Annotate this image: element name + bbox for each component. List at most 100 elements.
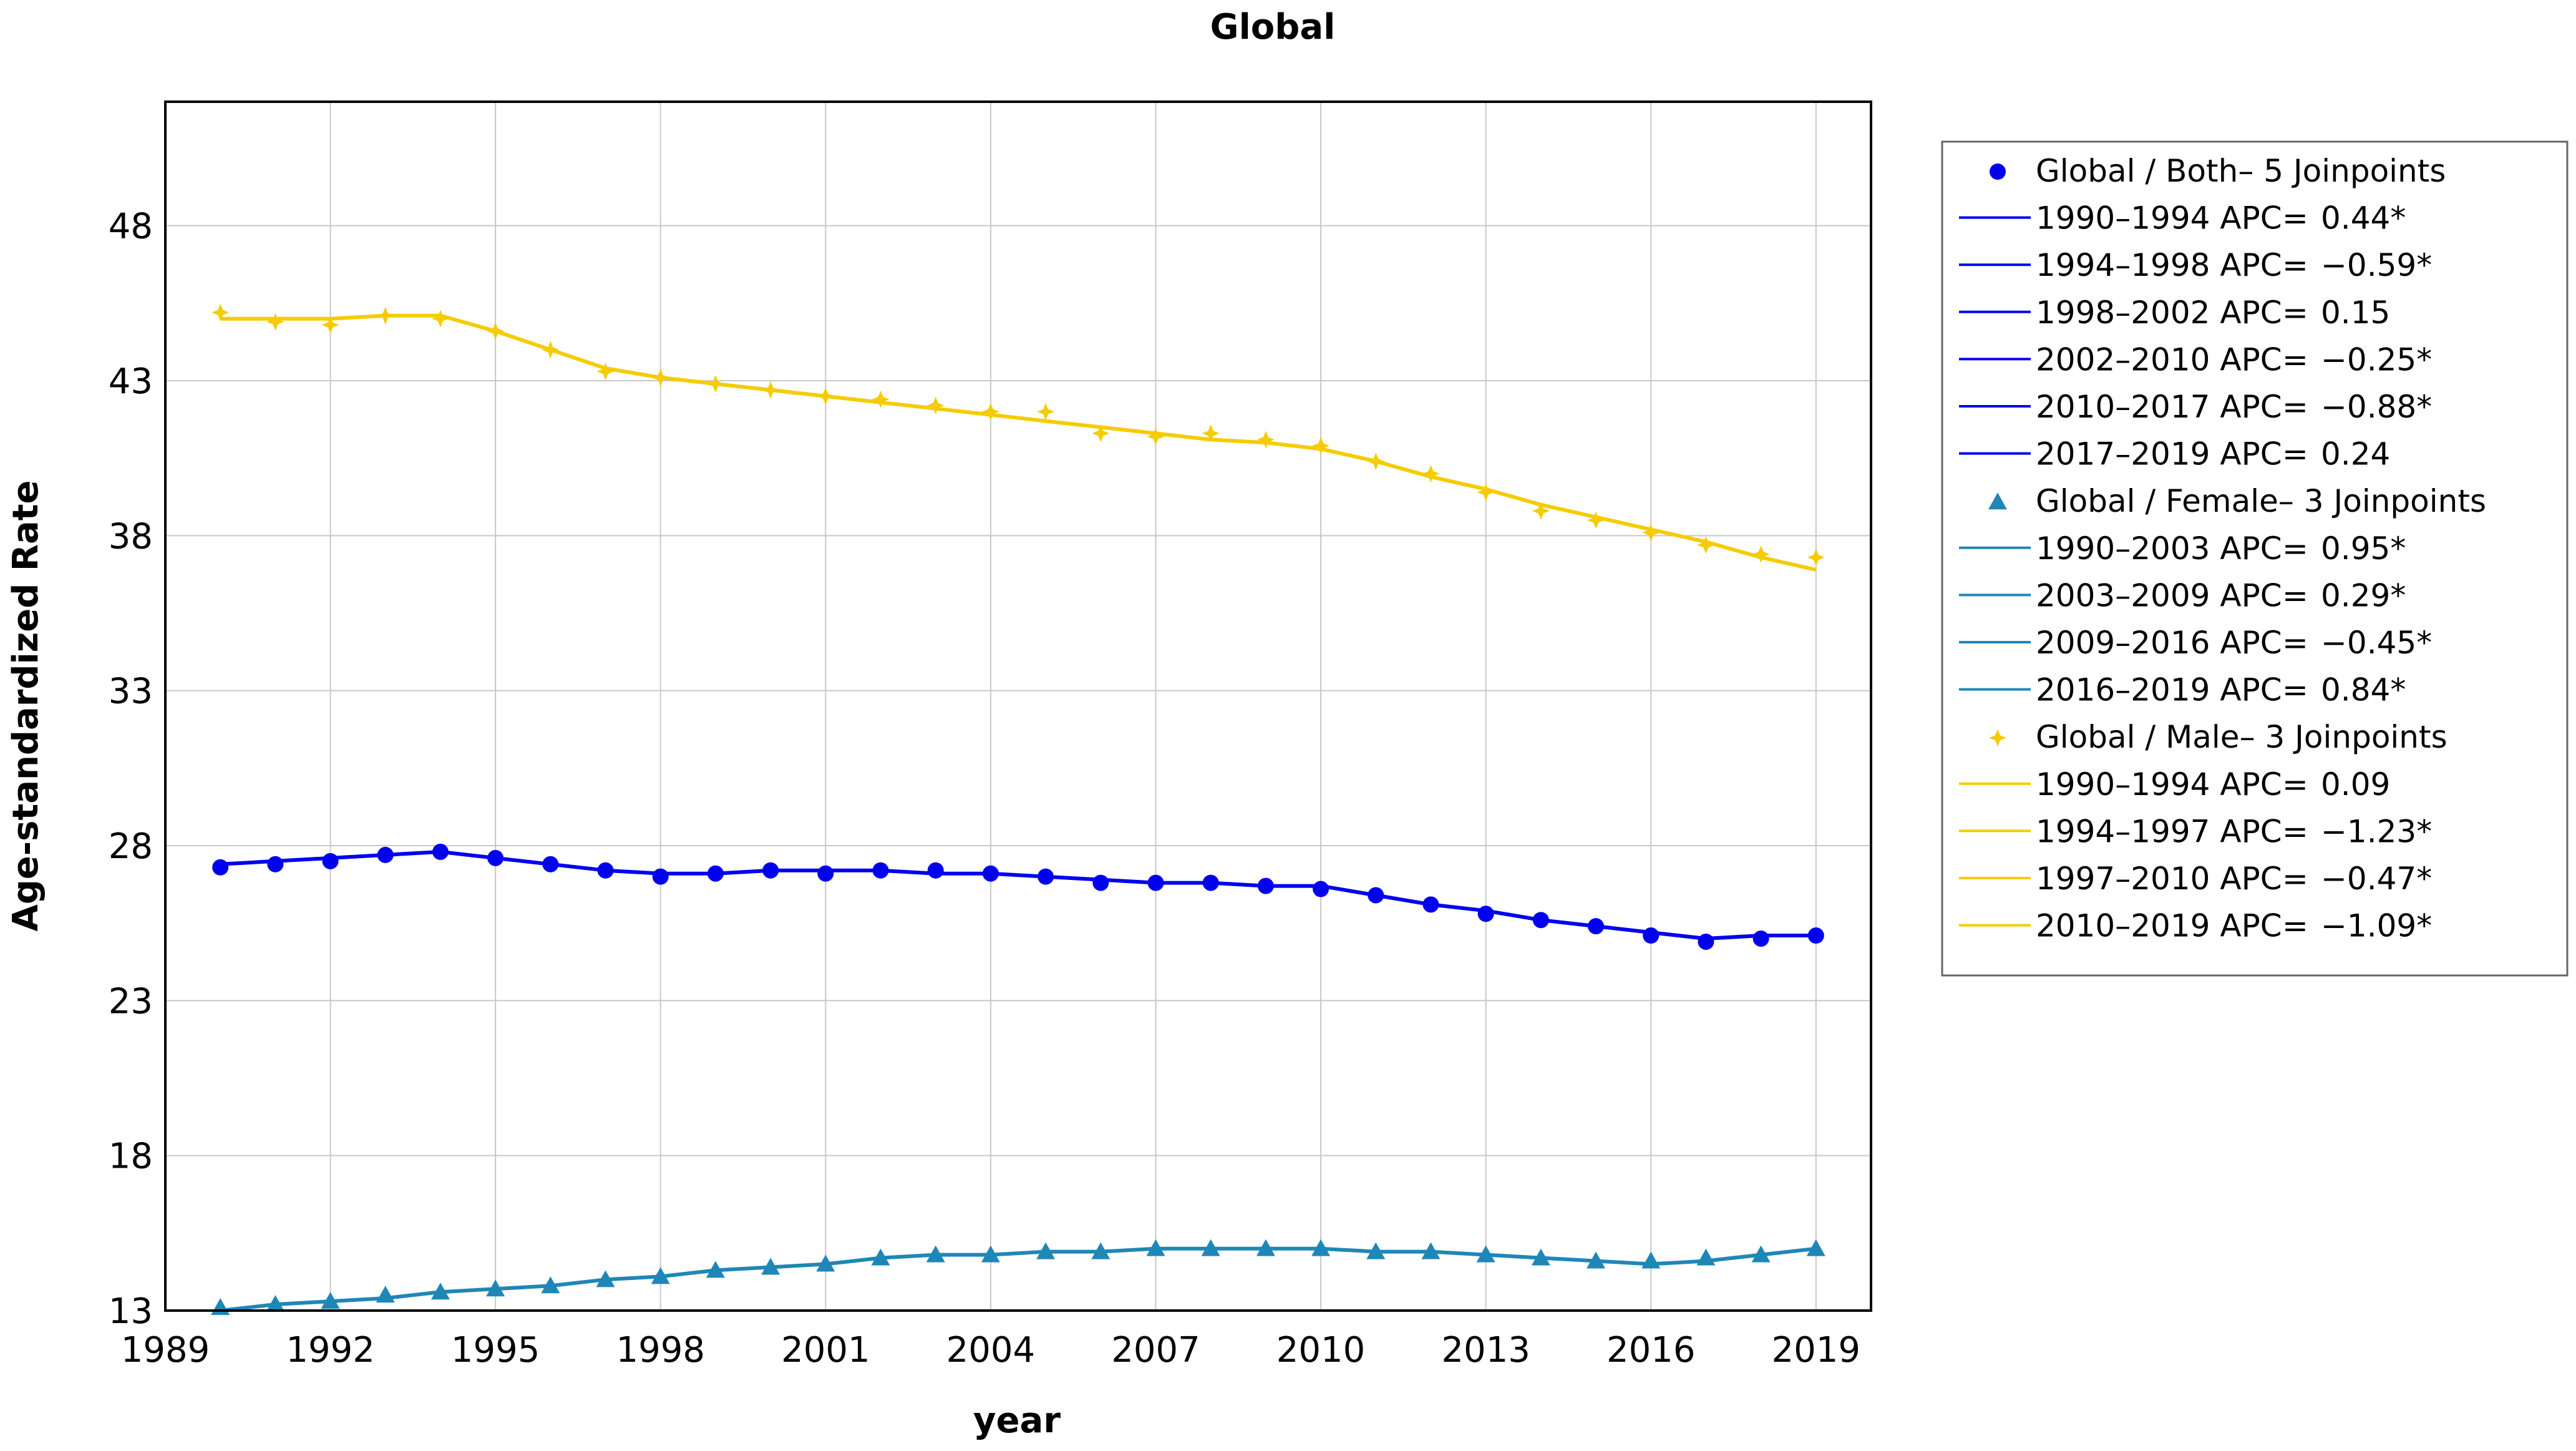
legend-marker-global-male	[1989, 729, 2006, 747]
data-point-global-both	[322, 853, 339, 869]
legend-series-label: Global / Female– 3 Joinpoints	[2036, 483, 2486, 519]
legend-segment-value: −0.59*	[2321, 247, 2432, 283]
data-point-global-both	[597, 862, 614, 879]
data-point-global-both	[1643, 927, 1660, 944]
data-point-global-male	[1642, 524, 1660, 542]
legend-segment-equals: =	[2282, 341, 2308, 378]
data-point-global-female	[596, 1270, 615, 1287]
data-point-global-female	[1036, 1242, 1056, 1259]
legend-segment-equals: =	[2282, 813, 2308, 849]
data-point-global-both	[927, 862, 944, 879]
legend-box	[1941, 140, 2569, 977]
data-point-global-both	[817, 865, 834, 882]
legend-segment-equals: =	[2282, 861, 2308, 897]
y-tick-label: 23	[109, 981, 153, 1022]
x-tick-label: 2019	[1772, 1330, 1861, 1370]
legend-segment-value: 0.24	[2321, 436, 2390, 472]
data-point-global-both	[1092, 874, 1109, 891]
y-tick-label: 38	[109, 516, 153, 557]
x-tick-label: 1989	[121, 1330, 210, 1370]
data-point-global-female	[376, 1286, 395, 1303]
data-point-global-both	[1202, 874, 1219, 891]
legend-segment-label: 1990–1994 APC	[2036, 200, 2282, 237]
data-point-global-male	[1202, 424, 1220, 442]
data-point-global-female	[321, 1292, 340, 1309]
data-point-global-female	[211, 1298, 230, 1316]
legend-segment-label: 1994–1997 APC	[2036, 813, 2282, 849]
data-point-global-female	[541, 1276, 560, 1294]
data-point-global-both	[432, 843, 449, 860]
legend-segment-label: 2010–2017 APC	[2036, 389, 2282, 425]
legend-segment-label: 1997–2010 APC	[2036, 861, 2282, 897]
data-point-global-male	[266, 313, 284, 331]
data-point-global-male	[1367, 452, 1385, 471]
data-point-global-both	[487, 849, 504, 866]
data-point-global-female	[1201, 1239, 1220, 1256]
legend-segment-label: 2003–2009 APC	[2036, 577, 2282, 613]
data-point-global-both	[1368, 887, 1384, 904]
data-point-global-male	[487, 322, 505, 340]
data-point-global-female	[1091, 1242, 1111, 1259]
x-tick-label: 1992	[286, 1330, 375, 1370]
data-point-global-female	[926, 1245, 945, 1263]
data-point-global-male	[1697, 536, 1715, 554]
grid	[165, 102, 1871, 1311]
legend-marker-global-both	[1990, 164, 2006, 180]
y-tick-label: 18	[109, 1136, 153, 1177]
y-axis-label: Age-standardized Rate	[6, 481, 46, 932]
legend-segment-equals: =	[2282, 577, 2308, 613]
data-point-global-female	[1366, 1242, 1386, 1259]
x-tick-label: 2001	[781, 1330, 870, 1370]
legend-segment-value: −0.47*	[2321, 861, 2432, 897]
x-tick-label: 2010	[1276, 1330, 1366, 1370]
legend-segment-label: 2016–2019 APC	[2036, 672, 2282, 708]
data-point-global-male	[926, 396, 945, 414]
data-point-global-both	[1807, 927, 1824, 944]
legend-segment-label: 1990–2003 APC	[2036, 530, 2282, 567]
data-point-global-female	[871, 1248, 890, 1266]
plot-area-frame	[164, 100, 1872, 1312]
data-point-global-male	[596, 363, 615, 381]
legend-segment-label: 1994–1998 APC	[2036, 247, 2282, 283]
series-global-female	[211, 1239, 1825, 1316]
data-point-global-female	[1146, 1239, 1165, 1256]
fitted-line-global-both	[220, 849, 1816, 940]
x-tick-label: 2004	[946, 1330, 1036, 1370]
data-point-global-female	[1256, 1239, 1275, 1256]
legend-segment-equals: =	[2282, 625, 2308, 661]
data-point-global-female	[486, 1279, 505, 1297]
legend-segment-equals: =	[2282, 530, 2308, 567]
data-point-global-female	[816, 1254, 835, 1272]
legend-segment-label: 2010–2019 APC	[2036, 908, 2282, 944]
data-point-global-male	[706, 374, 724, 393]
data-point-global-both	[872, 862, 889, 879]
x-tick-label: 1998	[616, 1330, 705, 1370]
data-point-global-female	[1641, 1251, 1661, 1269]
legend-segment-equals: =	[2282, 247, 2308, 283]
data-point-global-both	[652, 868, 669, 885]
legend-segment-value: 0.95*	[2321, 530, 2406, 567]
x-tick-label: 2013	[1441, 1330, 1530, 1370]
data-point-global-both	[1313, 881, 1329, 897]
data-point-global-both	[1532, 912, 1549, 929]
legend-segment-value: 0.44*	[2321, 200, 2406, 237]
data-point-global-male	[1807, 549, 1825, 567]
legend-segment-value: −0.88*	[2321, 389, 2432, 425]
legend-segment-equals: =	[2282, 200, 2308, 237]
data-point-global-male	[872, 390, 890, 408]
data-point-global-male	[376, 306, 394, 325]
y-tick-label: 43	[109, 361, 153, 402]
legend-segment-equals: =	[2282, 295, 2308, 331]
data-point-global-both	[212, 859, 229, 876]
legend-segment-label: 2017–2019 APC	[2036, 436, 2282, 472]
data-point-global-female	[706, 1261, 725, 1278]
data-point-global-female	[430, 1282, 450, 1300]
data-point-global-both	[982, 865, 999, 882]
fitted-line-global-male	[220, 313, 1817, 572]
data-point-global-male	[762, 381, 780, 399]
data-point-global-male	[1752, 545, 1770, 564]
fitted-line-global-female	[220, 1246, 1817, 1312]
data-point-global-both	[267, 856, 284, 872]
legend-segment-equals: =	[2282, 908, 2308, 944]
